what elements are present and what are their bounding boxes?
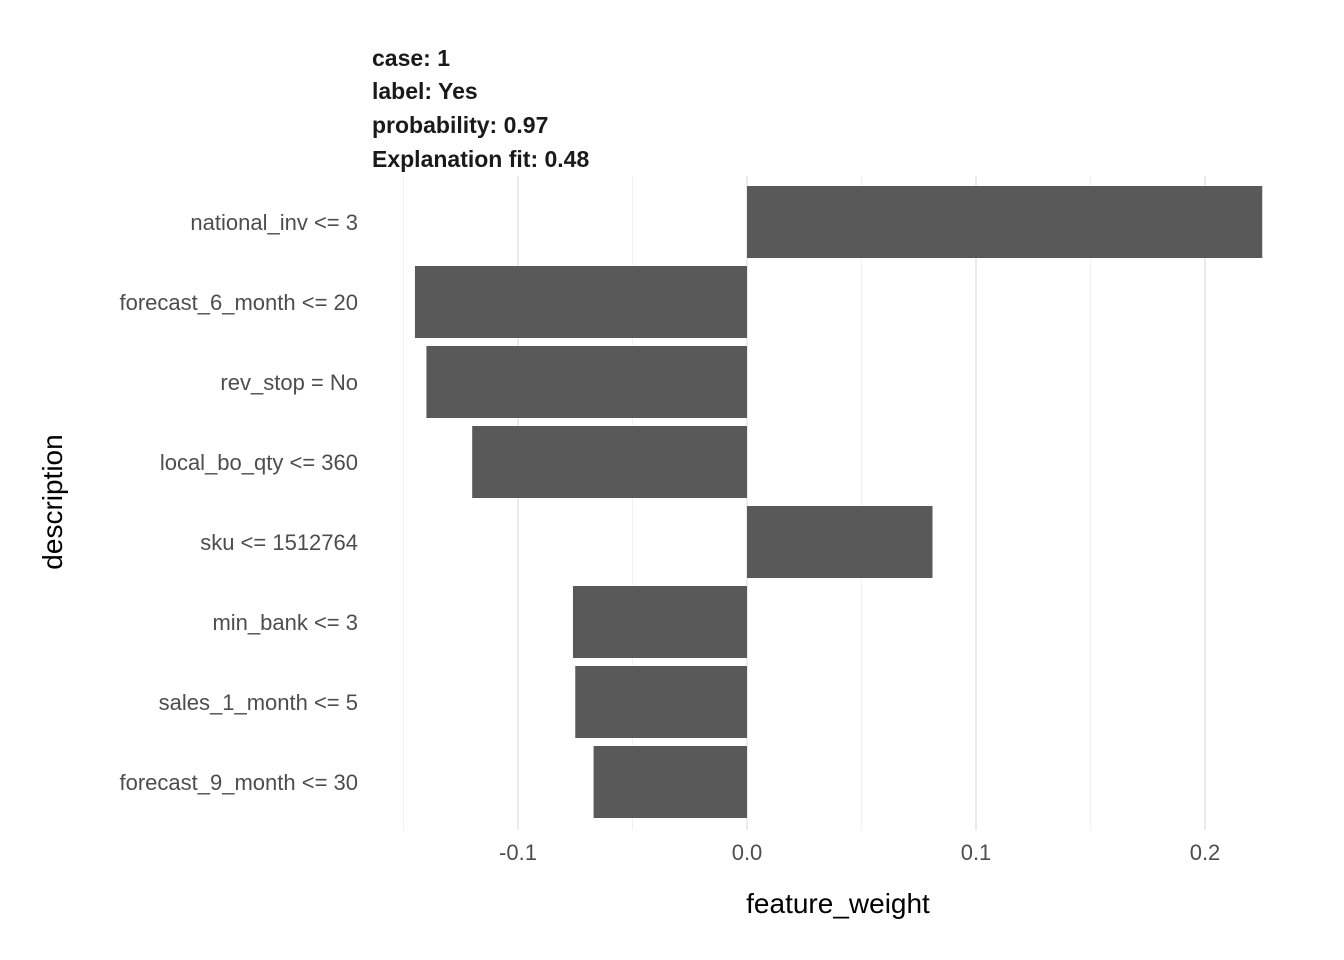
category-label: forecast_6_month <= 20 bbox=[120, 290, 359, 315]
x-axis-title: feature_weight bbox=[746, 888, 930, 919]
bar bbox=[572, 586, 747, 658]
header-explanation-fit: Explanation fit: 0.48 bbox=[372, 146, 589, 172]
category-label: sku <= 1512764 bbox=[200, 530, 358, 555]
header-label: label: Yes bbox=[372, 78, 478, 104]
bar bbox=[593, 746, 747, 818]
bar bbox=[747, 506, 933, 578]
header-case: case: 1 bbox=[372, 45, 450, 71]
chart-header: case: 1 label: Yes probability: 0.97 Exp… bbox=[372, 45, 589, 172]
category-label: rev_stop = No bbox=[220, 370, 358, 395]
category-label: local_bo_qty <= 360 bbox=[160, 450, 358, 475]
y-axis-title: description bbox=[37, 434, 68, 569]
bar bbox=[414, 266, 747, 338]
category-label: national_inv <= 3 bbox=[190, 210, 358, 235]
category-label: min_bank <= 3 bbox=[212, 610, 358, 635]
bar bbox=[747, 186, 1263, 258]
x-tick-label: 0.0 bbox=[732, 840, 763, 865]
x-tick-label: 0.2 bbox=[1190, 840, 1221, 865]
bar bbox=[575, 666, 747, 738]
bar bbox=[426, 346, 747, 418]
category-labels: national_inv <= 3 forecast_6_month <= 20 r… bbox=[120, 210, 359, 795]
header-probability: probability: 0.97 bbox=[372, 112, 548, 138]
category-label: sales_1_month <= 5 bbox=[159, 690, 358, 715]
x-tick-label: 0.1 bbox=[961, 840, 992, 865]
bar bbox=[472, 426, 747, 498]
x-tick-labels: -0.1 0.0 0.1 0.2 bbox=[499, 840, 1220, 865]
bars bbox=[414, 186, 1263, 818]
category-label: forecast_9_month <= 30 bbox=[120, 770, 359, 795]
x-tick-label: -0.1 bbox=[499, 840, 537, 865]
